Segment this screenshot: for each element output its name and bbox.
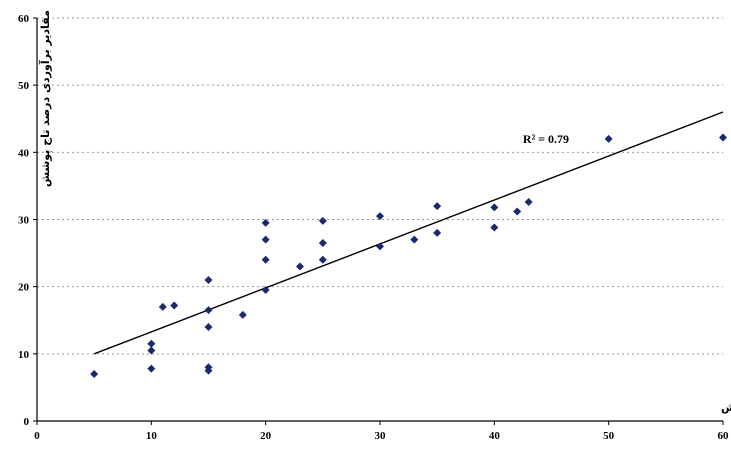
data-point-13: [261, 255, 270, 264]
data-point-10: [204, 275, 213, 284]
data-point-14: [261, 235, 270, 244]
data-point-4: [158, 302, 167, 311]
data-point-29: [604, 134, 613, 143]
y-axis-label: مقادیر برآوردی درصد تاج پوشش: [38, 10, 53, 187]
data-point-12: [261, 286, 270, 295]
data-point-20: [376, 242, 384, 251]
x-tick-label-40: 40: [489, 430, 501, 442]
y-tick-label-0: 0: [24, 416, 30, 428]
data-point-11: [238, 310, 247, 319]
data-point-26: [490, 203, 499, 212]
x-tick-label-60: 60: [718, 430, 730, 442]
x-tick-label-30: 30: [375, 430, 387, 442]
trendline: [93, 111, 724, 355]
y-tick-label-60: 60: [18, 13, 30, 25]
r-squared-annotation: R² = 0.79: [523, 132, 569, 146]
data-point-17: [318, 255, 327, 264]
data-point-15: [261, 218, 270, 227]
data-point-16: [295, 262, 304, 271]
x-axis-label: مقادیر واقعی درصد تاج پوشش: [721, 401, 731, 415]
x-tick-label-50: 50: [603, 430, 615, 442]
data-point-23: [433, 228, 442, 237]
ticks: 0 10 20 30 40 50 60 0 10 20 30 40 50 60: [18, 13, 729, 442]
x-tick-label-10: 10: [146, 430, 158, 442]
x-tick-label-20: 20: [260, 430, 272, 442]
y-tick-label-40: 40: [18, 147, 30, 159]
y-tick-label-30: 30: [18, 215, 30, 227]
data-point-30: [719, 133, 727, 142]
data-point-2: [147, 346, 156, 355]
data-point-5: [170, 301, 179, 310]
trendline-group: [93, 111, 724, 355]
data-point-27: [513, 207, 522, 216]
data-point-22: [410, 235, 419, 244]
data-point-28: [524, 198, 533, 207]
y-tick-label-50: 50: [18, 80, 30, 92]
data-point-25: [490, 223, 499, 232]
gridlines: [37, 17, 723, 355]
x-tick-label-0: 0: [34, 430, 40, 442]
data-point-1: [147, 364, 156, 373]
data-point-24: [433, 202, 442, 211]
y-tick-label-20: 20: [18, 282, 30, 294]
data-point-21: [376, 212, 384, 221]
data-point-8: [204, 322, 213, 331]
data-point-9: [204, 306, 213, 315]
data-point-19: [318, 216, 327, 225]
data-point-0: [90, 369, 99, 378]
data-point-3: [147, 339, 156, 348]
data-point-18: [318, 239, 327, 248]
y-tick-label-10: 10: [18, 349, 30, 361]
data-point-7: [204, 363, 213, 372]
data-points: [90, 133, 727, 378]
